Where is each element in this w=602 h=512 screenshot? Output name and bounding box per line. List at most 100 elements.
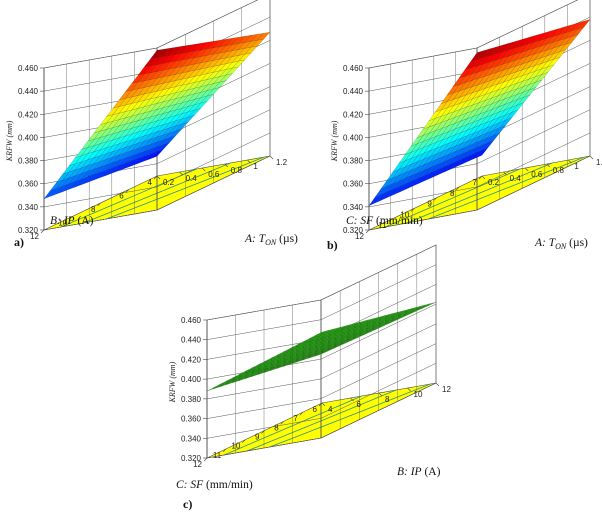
panel-label: c) bbox=[183, 497, 192, 511]
surface-plot-1: 0.3200.3400.3600.3800.4000.4200.4400.460… bbox=[5, 0, 298, 249]
y-tick-label: 4 bbox=[148, 178, 153, 187]
contour-line bbox=[428, 156, 585, 220]
z-tick-label: 0.360 bbox=[181, 415, 202, 424]
x-tick-label: 8 bbox=[385, 395, 390, 404]
z-gridline bbox=[206, 244, 437, 321]
x-axis-label: B: IP (A) bbox=[397, 466, 441, 478]
panel-label: a) bbox=[14, 235, 24, 249]
x-tick-mark bbox=[568, 159, 572, 164]
contour-line bbox=[83, 162, 231, 224]
z-tick-label: 0.400 bbox=[18, 133, 39, 142]
z-tick-label: 0.420 bbox=[181, 355, 202, 364]
x-axis-label: A: TON (µs) bbox=[244, 233, 298, 247]
y-tick-mark bbox=[365, 229, 370, 234]
y-tick-mark bbox=[222, 448, 227, 453]
panel-label: b) bbox=[327, 238, 338, 252]
x-tick-mark bbox=[524, 167, 529, 172]
x-tick-label: 1 bbox=[253, 162, 258, 171]
z-tick-label: 0.320 bbox=[18, 226, 39, 235]
y-tick-mark bbox=[280, 421, 284, 425]
x-tick-label: 0.8 bbox=[231, 166, 243, 175]
z-axis-label: KRFW (mm) bbox=[5, 120, 14, 162]
y-tick-label: 6 bbox=[313, 405, 318, 414]
y-tick-label: 6 bbox=[119, 192, 124, 201]
z-tick-label: 0.320 bbox=[343, 226, 364, 235]
z-tick-label: 0.340 bbox=[18, 203, 39, 212]
y-tick-mark bbox=[433, 197, 438, 201]
y-tick-label: 8 bbox=[91, 205, 96, 214]
z-tick-label: 0.360 bbox=[18, 180, 39, 189]
x-tick-mark bbox=[269, 155, 274, 160]
x-tick-mark bbox=[350, 397, 354, 402]
z-tick-label: 0.440 bbox=[18, 87, 39, 96]
x-axis-label: A: TON (µs) bbox=[534, 237, 588, 251]
y-tick-label: 12 bbox=[193, 460, 202, 469]
y-tick-mark bbox=[153, 175, 158, 180]
x-tick-label: 10 bbox=[414, 390, 423, 399]
y-tick-mark bbox=[261, 430, 265, 434]
z-tick-label: 0.320 bbox=[181, 454, 202, 463]
y-tick-mark bbox=[456, 186, 460, 191]
x-tick-label: 6 bbox=[357, 400, 362, 409]
y-tick-label: 10 bbox=[231, 442, 240, 451]
y-tick-label: 9 bbox=[255, 433, 260, 442]
z-tick-label: 0.460 bbox=[343, 64, 364, 73]
x-tick-label: 0.6 bbox=[208, 170, 220, 179]
y-tick-label: 8 bbox=[274, 423, 279, 432]
z-tick-label: 0.380 bbox=[18, 157, 39, 166]
surface-cell bbox=[577, 19, 591, 30]
y-tick-mark bbox=[203, 457, 208, 462]
contour-line bbox=[106, 156, 265, 220]
contour-line bbox=[223, 395, 363, 456]
z-tick-label: 0.380 bbox=[343, 157, 364, 166]
x-tick-label: 0.4 bbox=[186, 174, 198, 183]
x-tick-mark bbox=[589, 155, 594, 160]
y-tick-mark bbox=[478, 175, 483, 180]
z-tick-label: 0.460 bbox=[181, 316, 202, 325]
z-tick-label: 0.420 bbox=[18, 110, 39, 119]
y-tick-mark bbox=[40, 229, 45, 234]
x-tick-label: 4 bbox=[328, 405, 333, 414]
z-axis-label: KRFW (mm) bbox=[330, 120, 339, 162]
x-tick-label: 12 bbox=[442, 385, 451, 394]
z-tick-label: 0.380 bbox=[181, 395, 202, 404]
y-tick-mark bbox=[242, 439, 246, 443]
x-tick-mark bbox=[546, 163, 551, 168]
x-tick-mark bbox=[503, 171, 507, 176]
contour-line bbox=[406, 162, 553, 224]
y-axis-label: C: SF (mm/min) bbox=[176, 479, 253, 491]
y-tick-mark bbox=[410, 208, 415, 212]
y-tick-label: 12 bbox=[30, 232, 39, 241]
surface-cell bbox=[257, 32, 271, 41]
y-axis-label: B: IP (A) bbox=[50, 215, 94, 227]
y-tick-label: 10 bbox=[400, 210, 409, 219]
x-tick-mark bbox=[224, 163, 229, 168]
x-tick-label: 0.8 bbox=[553, 166, 565, 175]
y-tick-mark bbox=[125, 189, 129, 193]
z-tick-label: 0.440 bbox=[343, 87, 364, 96]
y-tick-mark bbox=[388, 218, 392, 223]
x-tick-mark bbox=[378, 392, 383, 397]
x-tick-mark bbox=[247, 159, 251, 164]
y-tick-label: 12 bbox=[355, 232, 364, 241]
z-tick-label: 0.460 bbox=[18, 64, 39, 73]
y-tick-mark bbox=[69, 216, 73, 220]
z-tick-label: 0.340 bbox=[181, 434, 202, 443]
y-tick-mark bbox=[318, 402, 323, 407]
z-tick-label: 0.360 bbox=[343, 180, 364, 189]
y-tick-label: 9 bbox=[427, 200, 432, 209]
y-axis-label: C: SF (mm/min) bbox=[346, 215, 423, 227]
y-tick-label: 7 bbox=[293, 414, 298, 423]
y-tick-label: 10 bbox=[58, 219, 67, 228]
surface-plot-2: 0.320 0.340 0.360 0.380 0.400 0.420 0.440 0.460… bbox=[327, 0, 602, 252]
x-tick-mark bbox=[407, 387, 411, 392]
z-tick-label: 0.400 bbox=[343, 133, 364, 142]
x-tick-mark bbox=[179, 171, 183, 176]
contour-line bbox=[246, 389, 397, 452]
z-tick-label: 0.420 bbox=[343, 110, 364, 119]
z-tick-label: 0.440 bbox=[181, 336, 202, 345]
x-tick-mark bbox=[201, 167, 206, 172]
x-tick-label: 1 bbox=[574, 162, 579, 171]
x-tick-label: 0.2 bbox=[488, 178, 500, 187]
